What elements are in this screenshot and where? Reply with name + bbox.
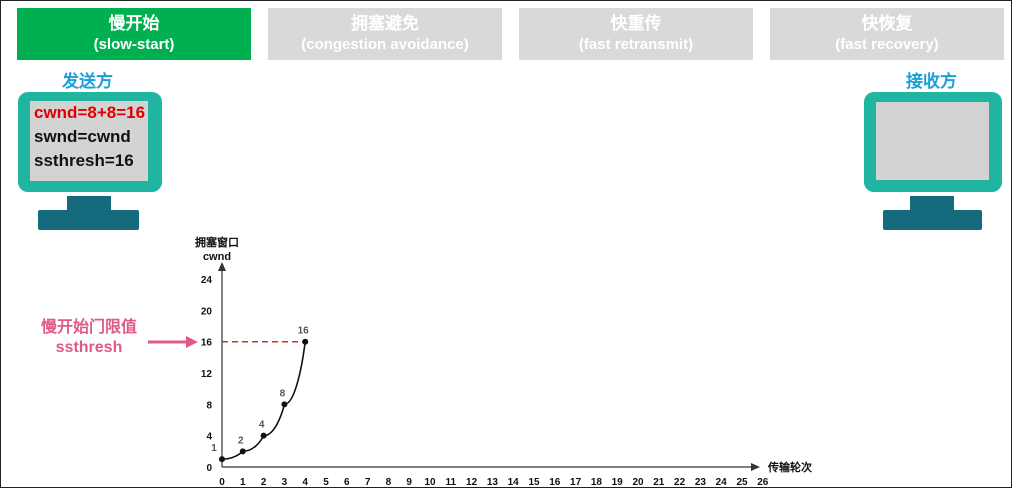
x-tick-label: 24	[716, 477, 728, 488]
sender-label: 发送方	[62, 72, 113, 91]
receiver-monitor-base	[883, 210, 982, 230]
ssthresh-annotation: 慢开始门限值 ssthresh	[34, 318, 144, 358]
tab-congestion-avoidance-en: (congestion avoidance)	[301, 36, 469, 53]
data-point	[260, 432, 267, 439]
x-tick-label: 16	[549, 477, 561, 488]
swnd-value: swnd=cwnd	[34, 127, 131, 146]
sender-screen	[30, 101, 148, 181]
x-tick-label: 26	[757, 477, 769, 488]
tab-congestion-avoidance-cn: 拥塞避免	[351, 14, 419, 33]
data-point-label: 16	[298, 326, 310, 337]
data-point-label: 1	[211, 443, 217, 454]
receiver-label: 接收方	[906, 72, 957, 91]
sender-variables: cwnd=8+8=16 swnd=cwnd ssthresh=16	[34, 101, 145, 173]
y-axis-label-cn: 拥塞窗口	[195, 235, 239, 249]
y-axis-arrow	[218, 262, 226, 271]
tab-fast-retransmit[interactable]: 快重传 (fast retransmit)	[519, 8, 753, 60]
x-tick-label: 2	[261, 477, 267, 488]
y-tick-label: 0	[206, 463, 212, 474]
data-point	[219, 456, 225, 463]
x-tick-label: 10	[424, 477, 436, 488]
y-tick-label: 16	[201, 338, 213, 349]
tab-fast-retransmit-en: (fast retransmit)	[578, 36, 694, 53]
data-point	[281, 401, 288, 408]
tab-slow-start-en: (slow-start)	[93, 36, 175, 53]
tab-congestion-avoidance[interactable]: 拥塞避免 (congestion avoidance)	[268, 8, 502, 60]
ssthresh-annotation-en: ssthresh	[55, 339, 123, 356]
x-tick-label: 15	[528, 477, 540, 488]
cwnd-value: cwnd=8+8=16	[34, 103, 146, 122]
ssthresh-annotation-cn: 慢开始门限值	[40, 319, 137, 336]
y-tick-label: 20	[201, 306, 213, 317]
x-tick-label: 3	[282, 477, 288, 488]
x-axis-label: 传输轮次	[767, 460, 812, 474]
x-tick-label: 18	[591, 477, 603, 488]
tab-fast-recovery[interactable]: 快恢复 (fast recovery)	[770, 8, 1004, 60]
x-tick-label: 21	[653, 477, 665, 488]
y-tick-label: 4	[206, 432, 212, 443]
tab-fast-retransmit-cn: 快重传	[610, 14, 662, 33]
x-tick-label: 5	[323, 477, 329, 488]
x-tick-label: 8	[386, 477, 392, 488]
x-tick-label: 20	[632, 477, 644, 488]
x-tick-label: 23	[695, 477, 707, 488]
receiver-monitor-neck	[910, 196, 954, 210]
receiver-screen	[876, 102, 989, 180]
tab-slow-start-cn: 慢开始	[108, 14, 160, 33]
x-axis-arrow	[751, 463, 760, 471]
x-tick-label: 9	[406, 477, 412, 488]
x-tick-label: 1	[240, 477, 246, 488]
data-point	[302, 338, 309, 345]
sender-monitor-neck	[67, 196, 111, 210]
x-tick-label: 17	[570, 477, 582, 488]
sender-monitor-base	[38, 210, 139, 230]
data-point	[239, 448, 246, 455]
x-tick-label: 19	[612, 477, 624, 488]
y-tick-label: 12	[201, 369, 213, 380]
x-tick-label: 13	[487, 477, 499, 488]
data-point-label: 8	[280, 388, 286, 399]
x-tick-label: 14	[508, 477, 520, 488]
data-point-label: 2	[238, 435, 244, 446]
data-point-label: 4	[259, 420, 265, 431]
y-tick-label: 8	[206, 400, 212, 411]
x-tick-label: 25	[736, 477, 748, 488]
y-axis-label: cwnd	[203, 251, 231, 263]
x-tick-label: 11	[446, 477, 457, 488]
x-tick-label: 12	[466, 477, 478, 488]
x-tick-label: 7	[365, 477, 371, 488]
x-tick-label: 4	[302, 477, 308, 488]
ssthresh-value: ssthresh=16	[34, 151, 134, 170]
tab-fast-recovery-en: (fast recovery)	[835, 36, 939, 53]
tab-fast-recovery-cn: 快恢复	[861, 14, 913, 33]
tab-slow-start[interactable]: 慢开始 (slow-start)	[17, 8, 251, 60]
x-tick-label: 22	[674, 477, 686, 488]
x-tick-label: 0	[219, 477, 225, 488]
x-tick-label: 6	[344, 477, 350, 488]
cwnd-series-line	[221, 341, 306, 460]
y-tick-label: 24	[201, 275, 213, 286]
